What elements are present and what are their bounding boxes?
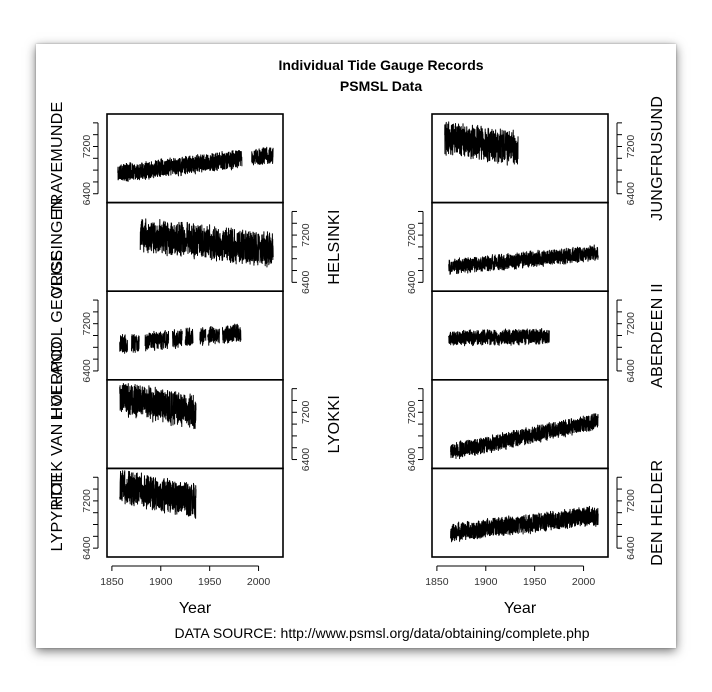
y-tick-label: 6400 — [81, 536, 93, 560]
x-axis-label-left: Year — [179, 600, 212, 617]
panels-group: 6400 7200 TRAVEMUNDE 6400 7200 HELSINKI 6400 72… — [49, 96, 666, 588]
series-line-liverpool-george-seg-6 — [207, 326, 220, 346]
y-tick-label: 6400 — [300, 448, 312, 472]
station-label-lyokki: LYOKKI — [326, 395, 343, 453]
station-label-helsinki: HELSINKI — [326, 209, 343, 284]
series-line-liverpool-george-seg-4 — [184, 327, 194, 346]
series-line-jungfrusund-seg-0 — [444, 121, 519, 166]
y-tick-label: 6400 — [81, 182, 93, 206]
x-tick-label: 1850 — [100, 576, 124, 588]
y-tick-label: 7200 — [81, 489, 93, 513]
x-tick-label: 1900 — [149, 576, 173, 588]
series-line-lyokki-seg-0 — [119, 383, 197, 430]
y-tick-label: 7200 — [406, 400, 418, 424]
panel-frame — [431, 201, 609, 293]
y-tick-label: 6400 — [625, 182, 637, 206]
station-label-aberdeen-ii: ABERDEEN II — [649, 283, 666, 388]
series-line-lypyrtti-seg-0 — [119, 470, 197, 519]
panel-jungfrusund: 6400 7200 JUNGFRUSUND — [431, 96, 666, 221]
series-line-den-helder-seg-0 — [450, 505, 599, 543]
y-tick-label: 7200 — [625, 135, 637, 159]
y-tick-label: 6400 — [81, 359, 93, 383]
y-tick-label: 6400 — [625, 536, 637, 560]
x-tick-label: 1950 — [198, 576, 222, 588]
series-line-helsinki-seg-0 — [139, 218, 274, 268]
series-line-travemunde-seg-1 — [251, 146, 274, 166]
panel-helsinki: 6400 7200 HELSINKI — [106, 201, 343, 295]
y-tick-label: 7200 — [300, 223, 312, 247]
chart-title: Individual Tide Gauge Records — [278, 57, 483, 73]
series-line-liverpool-george-seg-0 — [119, 333, 128, 354]
station-label-liverpool-george: LIVERPOOL GEORGE — [49, 251, 66, 421]
x-axis-col-2: 1850 1900 1950 2000 — [425, 565, 596, 588]
x-tick-label: 2000 — [572, 576, 596, 588]
panel-den-helder: 6400 7200 DEN HELDER — [431, 460, 666, 566]
y-tick-label: 7200 — [625, 489, 637, 513]
series-line-liverpool-george-seg-7 — [222, 323, 242, 344]
series-line-liverpool-george-seg-3 — [172, 328, 183, 350]
y-tick-label: 7200 — [406, 223, 418, 247]
y-tick-label: 7200 — [81, 135, 93, 159]
panel-travemunde: 6400 7200 TRAVEMUNDE — [49, 101, 284, 215]
series-line-travemunde-seg-0 — [117, 150, 243, 182]
series-line-hoek-van-holland-seg-0 — [450, 413, 599, 460]
x-axis-label-right: Year — [504, 600, 537, 617]
chart-card — [36, 44, 676, 648]
station-label-travemunde: TRAVEMUNDE — [49, 101, 66, 215]
y-tick-label: 7200 — [81, 312, 93, 336]
station-label-lypyrtti: LYPYRTTI — [49, 474, 66, 551]
series-line-liverpool-george-seg-5 — [199, 327, 207, 346]
series-line-liverpool-george-seg-1 — [130, 334, 140, 353]
x-tick-label: 1950 — [523, 576, 547, 588]
chart-subtitle: PSMSL Data — [340, 78, 422, 94]
y-tick-label: 7200 — [300, 400, 312, 424]
series-line-vlissingen-seg-0 — [448, 244, 599, 275]
series-line-liverpool-george-seg-2 — [144, 330, 170, 352]
panel-vlissingen: 6400 7200 VLISSINGEN — [49, 197, 609, 296]
panel-frame — [431, 467, 609, 558]
x-tick-label: 2000 — [247, 576, 271, 588]
station-label-jungfrusund: JUNGFRUSUND — [649, 96, 666, 221]
panel-hoek-van-holland: 6400 7200 HOEK VAN HOLLAND — [49, 341, 609, 507]
y-tick-label: 7200 — [625, 312, 637, 336]
station-label-hoek-van-holland: HOEK VAN HOLLAND — [49, 341, 66, 507]
station-label-vlissingen: VLISSINGEN — [49, 197, 66, 296]
panel-lyokki: 6400 7200 LYOKKI — [106, 378, 343, 472]
y-tick-label: 6400 — [625, 359, 637, 383]
data-source-note: DATA SOURCE: http://www.psmsl.org/data/o… — [174, 625, 589, 641]
x-tick-label: 1900 — [474, 576, 498, 588]
x-tick-label: 1850 — [425, 576, 449, 588]
panel-frame — [106, 467, 284, 558]
y-tick-label: 6400 — [300, 271, 312, 295]
y-tick-label: 6400 — [406, 271, 418, 295]
station-label-den-helder: DEN HELDER — [649, 460, 666, 566]
panel-lypyrtti: 6400 7200 LYPYRTTI — [49, 467, 284, 560]
series-line-aberdeen-ii-seg-0 — [448, 327, 550, 347]
panel-aberdeen-ii: 6400 7200 ABERDEEN II — [431, 283, 666, 388]
x-axis-col-1: 1850 1900 1950 2000 — [100, 565, 271, 588]
y-tick-label: 6400 — [406, 448, 418, 472]
